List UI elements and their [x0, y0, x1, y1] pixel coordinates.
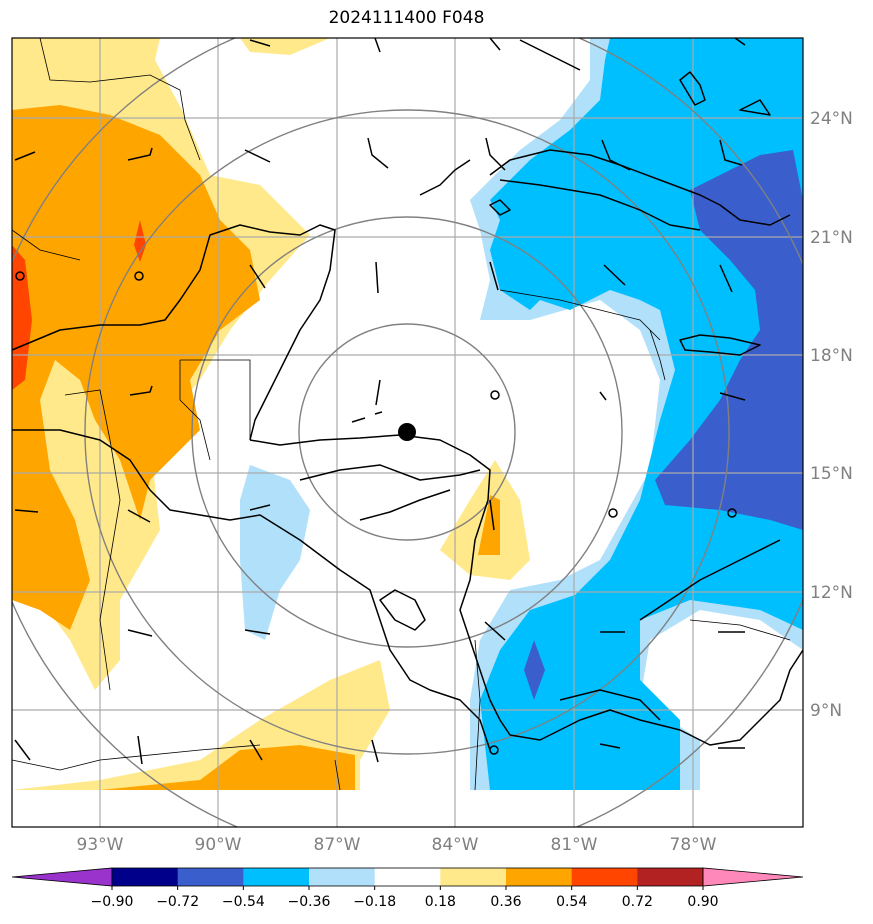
- colorbar-tick-label: 0.90: [687, 894, 718, 910]
- lat-label: 9°N: [810, 701, 842, 721]
- gridlines: [12, 38, 803, 827]
- colorbar-tick-label: −0.36: [288, 894, 331, 910]
- colorbar-extend-low: [11, 867, 113, 887]
- coastlines: [12, 39, 803, 751]
- contour-pos-mid: [12, 105, 260, 630]
- lon-label: 84°W: [432, 835, 479, 855]
- colorbar-tick-label: −0.72: [156, 894, 199, 910]
- contour-pos-mid: [478, 495, 500, 555]
- lon-label: 93°W: [77, 835, 124, 855]
- contour-neg-strong: [524, 640, 545, 700]
- colorbar-extend-high: [702, 867, 804, 887]
- colorbar-tick-label: −0.90: [91, 894, 134, 910]
- map-title: 2024111400 F048: [328, 8, 485, 28]
- contour-pos-light: [240, 38, 330, 55]
- lon-labels: 93°W 90°W 87°W 84°W 81°W 78°W: [77, 835, 717, 855]
- contour-pos-strong: [134, 220, 146, 262]
- contour-neg-strong: [655, 150, 803, 530]
- colorbar-segment: [637, 868, 704, 886]
- colorbar-segment: [506, 868, 573, 886]
- colorbar-frame: [111, 867, 704, 887]
- lat-label: 12°N: [810, 583, 853, 603]
- borders: [12, 38, 791, 791]
- colorbar: [11, 867, 804, 887]
- range-rings: [12, 38, 803, 827]
- calm-markers: [15, 271, 737, 755]
- colorbar-tick-label: 0.54: [556, 894, 587, 910]
- colorbar-ticks: −0.90 −0.72 −0.54 −0.36 −0.18 0.18 0.36 0.54 0.7…: [91, 886, 719, 910]
- colorbar-tick-label: 0.72: [622, 894, 653, 910]
- colorbar-segment: [374, 868, 441, 886]
- lat-label: 18°N: [810, 346, 853, 366]
- colorbar-segment: [309, 868, 376, 886]
- colorbar-tick-label: −0.54: [222, 894, 265, 910]
- lat-label: 24°N: [810, 109, 853, 129]
- lon-label: 87°W: [314, 835, 361, 855]
- lat-label: 15°N: [810, 464, 853, 484]
- colorbar-tick-label: −0.18: [353, 894, 396, 910]
- storm-center-dot: [398, 423, 416, 441]
- contour-pos-mid: [100, 745, 355, 790]
- colorbar-tick-label: 0.36: [490, 894, 521, 910]
- lon-label: 78°W: [670, 835, 717, 855]
- lon-label: 81°W: [551, 835, 598, 855]
- wind-barbs: [14, 38, 746, 765]
- contour-neg-light: [240, 465, 310, 640]
- colorbar-segment: [440, 868, 507, 886]
- map-frame: [11, 37, 804, 828]
- contour-pos-strong: [12, 245, 32, 390]
- colorbar-segment: [177, 868, 244, 886]
- lat-labels: 24°N 21°N 18°N 15°N 12°N 9°N: [810, 109, 853, 721]
- lon-label: 90°W: [195, 835, 242, 855]
- map-area: [12, 38, 803, 827]
- colorbar-segment: [112, 868, 179, 886]
- lat-label: 21°N: [810, 228, 853, 248]
- colorbar-segment: [243, 868, 310, 886]
- colorbar-tick-label: 0.18: [425, 894, 456, 910]
- colorbar-segment: [571, 868, 638, 886]
